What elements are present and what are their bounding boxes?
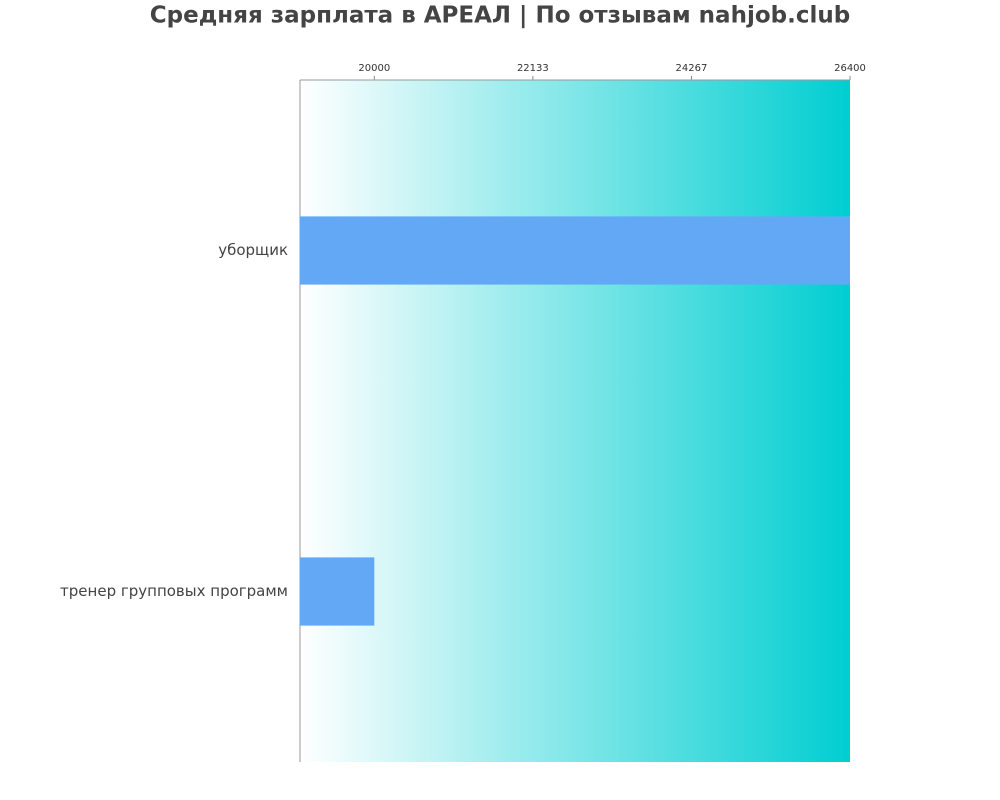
x-tick-label: 26400 xyxy=(834,63,866,74)
bar xyxy=(300,557,375,626)
x-tick-label: 22133 xyxy=(517,63,549,74)
bar xyxy=(300,216,850,285)
chart-title: Средняя зарплата в АРЕАЛ | По отзывам na… xyxy=(150,3,850,29)
y-tick-label: уборщик xyxy=(218,241,288,259)
y-tick-label: тренер групповых программ xyxy=(60,582,288,600)
x-tick-label: 20000 xyxy=(358,63,390,74)
plot-background xyxy=(300,80,850,762)
x-tick-label: 24267 xyxy=(676,63,708,74)
